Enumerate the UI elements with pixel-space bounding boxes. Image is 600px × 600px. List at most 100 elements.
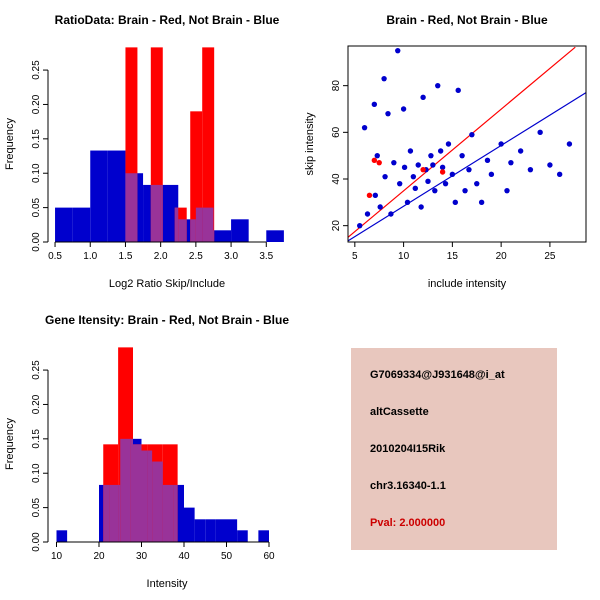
data-point (556, 171, 563, 178)
data-point (498, 141, 504, 147)
y-tick-label: 0.05 (31, 197, 42, 217)
y-axis-label: Frequency (4, 118, 16, 170)
data-point (374, 152, 380, 159)
x-tick-label: 1.0 (83, 251, 97, 262)
hist-bar-overlap (130, 438, 133, 542)
y-tick-label: 0.05 (31, 497, 42, 517)
data-point (435, 82, 441, 89)
y-tick-label: 40 (331, 173, 342, 185)
data-point (364, 211, 371, 217)
hist-bar-brain (150, 47, 163, 242)
data-point (504, 187, 510, 194)
hist-bar-brain (202, 47, 215, 242)
x-tick-label: 30 (136, 551, 148, 562)
info-panel: G7069334@J931648@i_at altCassette 201020… (351, 348, 557, 550)
gene-intensity-histogram: 10 20 30 40 50 60 0.00 0.05 0.10 0.15 0.20 0.25 Gene… (4, 313, 289, 590)
splice-type-text: altCassette (370, 405, 429, 418)
data-point (415, 162, 421, 168)
intensity-scatterplot: 5 10 15 20 25 20 40 60 80 Brain - Red, Not Brain … (304, 13, 587, 290)
data-point (371, 101, 378, 108)
chart-title: Gene Itensity: Brain - Red, Not Brain - … (45, 313, 289, 327)
x-axis-label: include intensity (428, 278, 507, 290)
x-tick-label: 20 (93, 551, 105, 562)
ratio-histogram: 0.5 1.0 1.5 2.0 2.5 3.0 3.5 0.00 0.05 0.10 0.15 0.2… (4, 13, 284, 290)
hist-bar-notbrain (90, 150, 108, 242)
fit-line (347, 92, 587, 242)
x-tick-label: 1.5 (119, 251, 133, 262)
hist-bar-notbrain (266, 230, 284, 242)
hist-bar-notbrain (173, 484, 184, 542)
data-point (474, 180, 480, 187)
data-point (478, 199, 485, 206)
data-point (420, 94, 426, 101)
x-tick-label: 3.0 (224, 251, 238, 262)
data-point (372, 192, 379, 199)
plot-area (347, 46, 587, 242)
hist-bar-overlap (118, 484, 121, 542)
data-point (388, 211, 394, 217)
hist-bar-overlap (173, 484, 178, 542)
y-tick-label: 0.00 (31, 532, 42, 552)
data-point (377, 204, 383, 210)
hist-bar-notbrain (160, 184, 179, 242)
hist-bar-overlap (133, 444, 142, 542)
data-point (395, 47, 401, 54)
x-tick-label: 60 (263, 551, 275, 562)
hist-bar-notbrain (56, 530, 68, 542)
data-point (404, 199, 411, 206)
hist-bar-overlap (195, 207, 203, 242)
data-point (381, 75, 387, 82)
probe-id-text: G7069334@J931648@i_at (370, 368, 505, 381)
hist-bar-overlap (120, 438, 131, 542)
x-tick-label: 3.5 (259, 251, 273, 262)
x-tick-label: 20 (496, 251, 508, 262)
data-point (382, 173, 388, 180)
data-point (396, 180, 403, 187)
y-axis-label: Frequency (4, 418, 16, 470)
hist-bar-overlap (150, 184, 161, 242)
plot-area (55, 47, 284, 242)
data-point (442, 180, 449, 187)
hist-bar-overlap (162, 484, 174, 542)
hist-bar-overlap (213, 230, 215, 242)
hist-bar-overlap (174, 207, 179, 242)
data-point (385, 110, 391, 117)
data-point (400, 106, 407, 112)
data-point (527, 166, 534, 173)
y-tick-label: 20 (331, 220, 342, 232)
y-tick-label: 0.25 (31, 60, 42, 80)
y-tick-label: 0.10 (31, 163, 42, 183)
data-point (418, 204, 424, 210)
data-point (469, 131, 475, 138)
hist-bar-overlap (202, 207, 214, 242)
hist-bar-notbrain (226, 519, 238, 542)
hist-bar-notbrain (194, 519, 206, 542)
hist-bar-overlap (152, 461, 163, 542)
x-tick-label: 0.5 (48, 251, 62, 262)
pval-text: Pval: 2.000000 (370, 517, 446, 530)
data-point (445, 141, 452, 147)
x-axis-label: Intensity (147, 578, 188, 590)
data-point (449, 171, 456, 178)
chart-title: RatioData: Brain - Red, Not Brain - Blue (55, 13, 280, 27)
y-tick-label: 0.20 (31, 94, 42, 114)
y-tick-label: 0.15 (31, 429, 42, 449)
x-tick-label: 15 (447, 251, 459, 262)
fit-line (347, 46, 576, 238)
data-point (420, 166, 426, 173)
data-point (459, 152, 465, 159)
y-tick-label: 0.10 (31, 463, 42, 483)
hist-bar-overlap (147, 450, 153, 542)
hist-bar-overlap (178, 219, 187, 242)
x-tick-label: 2.0 (154, 251, 168, 262)
data-point (371, 157, 378, 164)
data-point (484, 157, 491, 164)
data-point (488, 171, 495, 178)
hist-bar-notbrain (184, 507, 195, 542)
hist-bar-brain (190, 111, 203, 242)
y-tick-label: 60 (331, 126, 342, 138)
data-point (452, 199, 458, 206)
data-point (425, 178, 431, 185)
y-tick-label: 0.20 (31, 394, 42, 414)
